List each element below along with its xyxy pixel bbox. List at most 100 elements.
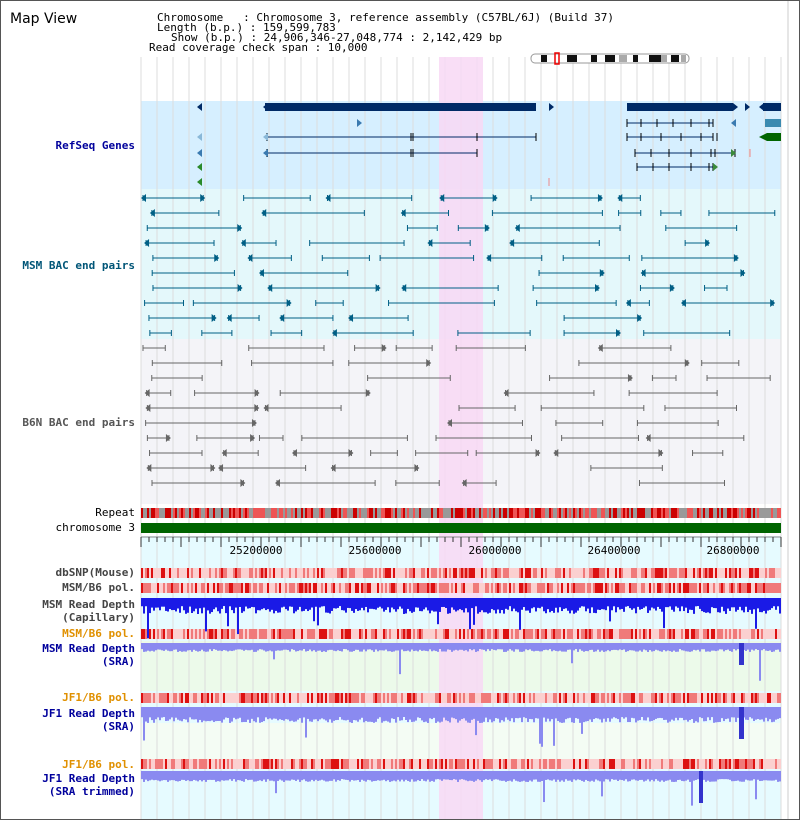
jf1-pol-cell (419, 693, 421, 703)
dbsnp-cell (381, 568, 383, 578)
msm-pol-cell (321, 583, 323, 593)
repeat-element (437, 508, 439, 518)
msm-sra-depth-bar (171, 643, 173, 652)
msm-capillary-depth-bar (433, 598, 435, 612)
track-label-msm-bac[interactable]: MSM BAC end pairs (22, 259, 135, 272)
msm-capillary-depth-bar (265, 598, 267, 611)
jf1-trim-depth-bar (201, 771, 203, 782)
strand-arrow (733, 254, 739, 262)
jf1-trim-depth-bar (493, 771, 495, 780)
msm-sra-depth-bar (357, 643, 359, 650)
msm-sra-depth-bar (709, 643, 711, 652)
repeat-element (489, 508, 491, 518)
repeat-element (407, 508, 409, 518)
msm-pol-cell (579, 583, 581, 593)
jf1-trim-depth-bar (239, 771, 241, 781)
msm-pol-sra-cell (189, 629, 191, 639)
jf1-sra-depth-bar (725, 707, 727, 720)
jf1-sra-depth-bar (599, 707, 601, 720)
repeat-element (401, 508, 403, 518)
jf1-pol-trim-cell (337, 759, 339, 769)
msm-pol-cell (601, 583, 603, 593)
jf1-pol-cell (661, 693, 663, 703)
msm-sra-depth-bar (351, 643, 353, 652)
jf1-pol-cell (435, 693, 437, 703)
track-label-b6n-bac[interactable]: B6N BAC end pairs (22, 416, 135, 429)
jf1-pol-cell (665, 693, 667, 703)
jf1-sra-depth-bar (223, 707, 225, 720)
msm-pol-cell (589, 583, 591, 593)
jf1-pol-trim-cell (159, 759, 161, 769)
dbsnp-cell (383, 568, 385, 578)
msm-pol-cell (437, 583, 439, 593)
msm-pol-sra-cell (359, 629, 361, 639)
jf1-pol-cell (709, 693, 711, 703)
jf1-pol-trim-cell (737, 759, 739, 769)
msm-pol-sra-cell (757, 629, 759, 639)
jf1-pol-trim-cell (465, 759, 467, 769)
jf1-sra-depth-bar (249, 707, 251, 723)
msm-pol-cell (359, 583, 361, 593)
repeat-element (173, 508, 175, 518)
strand-arrow (197, 133, 202, 141)
msm-pol-sra-cell (199, 629, 201, 639)
msm-capillary-depth-bar (559, 598, 561, 608)
jf1-sra-depth-bar (649, 707, 651, 722)
jf1-pol-cell (681, 693, 683, 703)
jf1-sra-depth-bar (557, 707, 559, 721)
jf1-pol-trim-cell (663, 759, 665, 769)
msm-sra-depth-bar (655, 643, 657, 650)
msm-pol-cell (637, 583, 639, 593)
jf1-trim-depth-bar (401, 771, 403, 780)
msm-pol-cell (611, 583, 613, 593)
jf1-trim-depth-bar (689, 771, 691, 782)
msm-pol-cell (159, 583, 161, 593)
msm-capillary-depth-bar (621, 598, 623, 609)
strand-arrow (237, 224, 243, 232)
jf1-pol-cell (563, 693, 565, 703)
repeat-element (731, 508, 733, 518)
dbsnp-cell (369, 568, 371, 578)
jf1-trim-depth-bar (749, 771, 751, 781)
repeat-element (563, 508, 565, 518)
msm-sra-depth-bar (645, 643, 647, 651)
msm-sra-depth-bar (281, 643, 283, 651)
jf1-pol-trim-cell (463, 759, 465, 769)
msm-capillary-depth-bar (677, 598, 679, 608)
depth-spike (699, 771, 703, 803)
jf1-trim-depth-bar (547, 771, 549, 780)
jf1-sra-depth-bar (731, 707, 733, 718)
msm-pol-cell (249, 583, 251, 593)
msm-pol-sra-cell (619, 629, 621, 639)
msm-sra-depth-bar (487, 643, 489, 650)
jf1-sra-depth-bar (449, 707, 451, 723)
msm-capillary-depth-bar (249, 598, 251, 609)
msm-capillary-depth-bar (285, 598, 287, 610)
jf1-pol-cell (387, 693, 389, 703)
msm-sra-depth-bar (329, 643, 331, 650)
repeat-element (195, 508, 197, 518)
msm-pol-sra-cell (299, 629, 301, 639)
jf1-sra-depth-bar (535, 707, 537, 719)
jf1-trim-depth-bar (771, 771, 773, 781)
msm-sra-depth-bar (183, 643, 185, 652)
repeat-element (257, 508, 259, 518)
jf1-trim-depth-bar (475, 771, 477, 781)
jf1-trim-depth-bar (343, 771, 345, 780)
msm-pol-cell (329, 583, 331, 593)
msm-pol-cell (261, 583, 263, 593)
jf1-pol-trim-cell (723, 759, 725, 769)
jf1-pol-cell (713, 693, 715, 703)
strand-arrow (240, 239, 246, 247)
msm-capillary-depth-bar (335, 598, 337, 609)
msm-sra-depth-bar (533, 643, 535, 652)
msm-pol-sra-cell (365, 629, 367, 639)
jf1-pol-cell (221, 693, 223, 703)
jf1-sra-depth-bar (233, 707, 235, 718)
track-label-refseq[interactable]: RefSeq Genes (55, 139, 135, 152)
jf1-trim-depth-bar (687, 771, 689, 780)
jf1-pol-cell (467, 693, 469, 703)
track-label-msm-b6-pol: MSM/B6 pol. (62, 581, 135, 594)
dbsnp-cell (259, 568, 261, 578)
